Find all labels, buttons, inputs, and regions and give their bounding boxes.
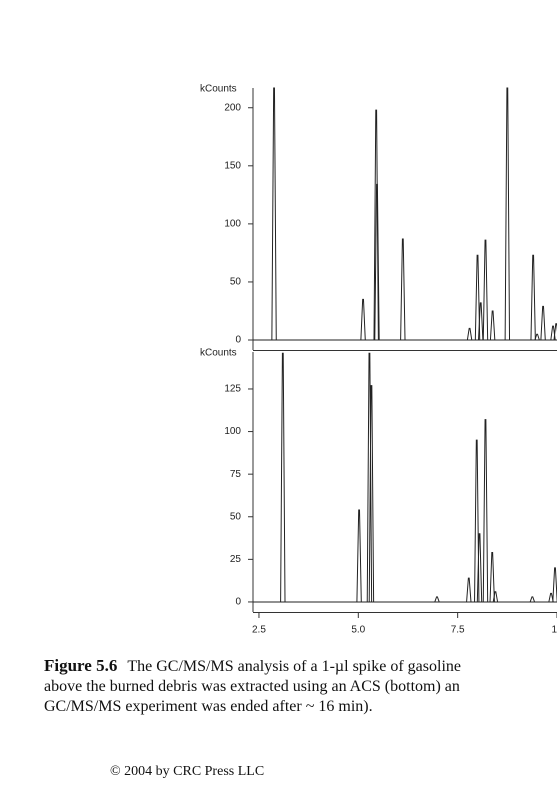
chromatogram: kCounts 0 50 100 150 200 kCounts 0 25 50 75 100 125 2…: [200, 84, 557, 636]
peak: [280, 352, 286, 602]
peak: [466, 577, 472, 602]
peak: [489, 310, 496, 341]
y-tick-label: 50: [230, 511, 242, 522]
peak: [356, 509, 362, 602]
peak: [360, 298, 366, 341]
x-tick-label: 5.0: [351, 625, 365, 636]
x-tick-label: 7.5: [451, 625, 465, 636]
y-tick-label: 0: [235, 597, 241, 608]
peak: [504, 87, 511, 341]
peak: [540, 305, 546, 341]
peak: [492, 591, 499, 603]
peak: [368, 385, 375, 602]
peak: [474, 439, 480, 602]
peak: [548, 592, 554, 603]
y-tick-label: 25: [230, 554, 242, 565]
peak: [482, 239, 489, 341]
x-tick-label: 2.5: [252, 625, 266, 636]
peak: [466, 327, 473, 341]
peak: [474, 254, 481, 341]
y-tick-label: 100: [224, 426, 241, 437]
peak: [374, 183, 380, 341]
y-tick-label: 150: [224, 160, 241, 171]
peak: [434, 596, 440, 603]
peak: [476, 533, 483, 602]
peak: [400, 238, 406, 341]
caption-line: GC/MS/MS experiment was ended after ~ 16…: [44, 698, 373, 715]
peak: [478, 302, 484, 341]
peak: [482, 419, 489, 602]
peak: [529, 596, 536, 603]
caption-line: above the burned debris was extracted us…: [44, 678, 460, 695]
peak: [534, 333, 540, 341]
y-tick-label: 200: [224, 102, 241, 113]
y-tick-label: 100: [224, 219, 241, 230]
caption-line: The GC/MS/MS analysis of a 1-µl spike of…: [127, 658, 461, 675]
y-axis-label: kCounts: [200, 84, 237, 95]
y-axis-label: kCounts: [200, 348, 237, 359]
y-tick-label: 75: [230, 469, 242, 480]
figure-label: Figure 5.6: [44, 656, 118, 675]
caption: Figure 5.6 The GC/MS/MS analysis of a 1-µ…: [44, 656, 557, 717]
y-tick-label: 50: [230, 277, 242, 288]
peak: [552, 567, 557, 602]
y-tick-label: 0: [235, 335, 241, 346]
y-tick-label: 125: [224, 384, 241, 395]
peak: [489, 552, 495, 602]
peak: [553, 323, 557, 341]
x-tick-label: 10: [551, 625, 557, 636]
copyright: © 2004 by CRC Press LLC: [110, 764, 265, 779]
peak: [530, 254, 536, 341]
peak: [271, 87, 277, 341]
